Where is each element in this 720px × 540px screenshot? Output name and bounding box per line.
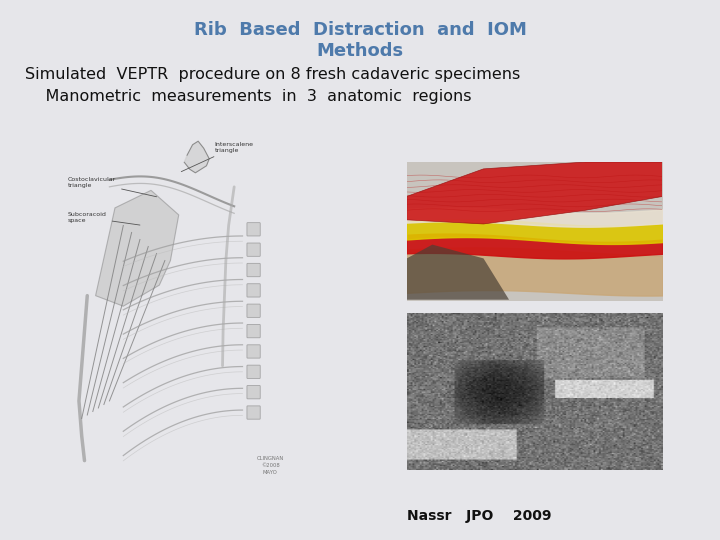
Polygon shape [407, 162, 662, 224]
FancyBboxPatch shape [247, 325, 260, 338]
FancyBboxPatch shape [247, 264, 260, 276]
Text: Interscalene
triangle: Interscalene triangle [181, 142, 253, 172]
Text: Subcoracoid
space: Subcoracoid space [68, 212, 140, 225]
Text: Simulated  VEPTR  procedure on 8 fresh cadaveric specimens: Simulated VEPTR procedure on 8 fresh cad… [25, 67, 521, 82]
Polygon shape [407, 245, 509, 300]
FancyBboxPatch shape [247, 304, 260, 318]
Polygon shape [184, 141, 210, 173]
Text: Costoclavicular
triangle: Costoclavicular triangle [68, 177, 157, 197]
Text: Manometric  measurements  in  3  anatomic  regions: Manometric measurements in 3 anatomic re… [25, 89, 472, 104]
Polygon shape [96, 190, 179, 306]
FancyBboxPatch shape [247, 345, 260, 358]
Text: Rib  Based  Distraction  and  IOM: Rib Based Distraction and IOM [194, 21, 526, 39]
FancyBboxPatch shape [247, 365, 260, 379]
Text: Methods: Methods [316, 42, 404, 60]
FancyBboxPatch shape [247, 386, 260, 399]
Text: CLINGNAN
©2008
MAYO: CLINGNAN ©2008 MAYO [256, 456, 284, 475]
FancyBboxPatch shape [247, 222, 260, 236]
Text: Nassr   JPO    2009: Nassr JPO 2009 [407, 509, 552, 523]
FancyBboxPatch shape [247, 243, 260, 256]
FancyBboxPatch shape [247, 284, 260, 297]
FancyBboxPatch shape [247, 406, 260, 419]
